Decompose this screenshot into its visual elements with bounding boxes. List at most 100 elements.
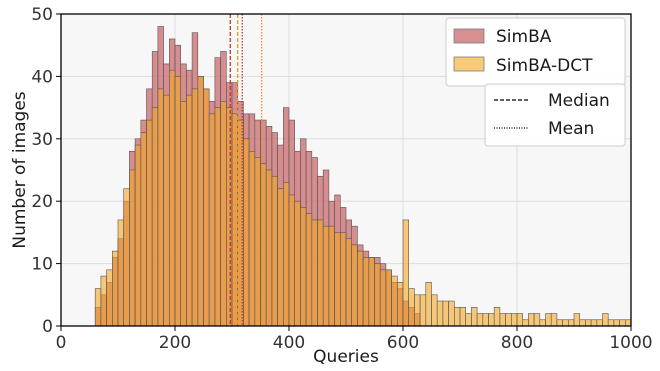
simba-dct-bar [300,207,307,327]
simba-dct-bar [573,313,580,327]
simba-dct-bar [328,225,335,327]
simba-dct-bar [550,313,558,327]
simba-dct-bar [288,194,295,327]
simba-dct-bar [237,119,244,327]
y-axis-label: Number of images [10,91,30,248]
simba-dct-bar [169,69,176,327]
simba-dct-bar [94,288,102,327]
series-legend: SimBA SimBA-DCT [445,17,626,87]
simba-dct-bar [345,238,352,327]
simba-dct-bar [522,319,529,327]
x-tick-label: 200 [159,333,191,353]
simba-dct-bar [203,88,210,327]
x-tick-label: 0 [56,333,67,353]
simba-dct-bar [539,319,546,327]
simba-dct-bar [362,257,370,327]
simba-dct-bar [465,313,472,327]
simba-dct-bar [613,319,620,327]
legend-swatch-simba [453,28,485,44]
stat-legend: Median Mean [484,83,626,147]
legend-label-simba: SimBA [496,27,552,47]
plot-frame [60,13,632,327]
simba-dct-bar [180,101,187,327]
simba-dct-bar [431,294,438,327]
simba-dct-bar [528,313,535,327]
legend-swatch-simba-dct [453,56,485,72]
simba-dct-bar [243,138,250,327]
simba-dct-bar [476,313,484,327]
legend-label-mean: Mean [548,119,594,139]
simba-dct-bar [265,169,273,327]
simba-dct-bar [271,175,278,327]
simba-dct-bar [186,94,193,327]
simba-dct-bar [374,263,381,327]
simba-dct-bar [585,319,592,327]
simba-dct-bar [453,306,461,327]
simba-dct-bar [339,232,347,327]
simba-dct-bar [596,319,603,327]
simba-dct-bar [391,275,398,327]
simba-dct-bar [379,269,387,327]
simba-dct-bar [425,282,432,327]
simba-dct-bar [248,150,256,327]
y-tick-label: 40 [31,67,53,87]
axis-ticks: 0 200 400 600 800 1000 0 10 20 30 40 50 [31,5,652,353]
simba-dct-bar [129,169,136,327]
simba-dct-bar [157,88,164,327]
simba-dct-bar [402,219,409,327]
x-tick-label: 800 [501,333,533,353]
simba-dct-bar [414,294,421,327]
simba-dct-bar [117,219,124,327]
legend-label-simba-dct: SimBA-DCT [496,56,593,76]
simba-dct-bar [567,319,575,327]
simba-dct-bar [505,313,512,327]
simba-dct-bar [510,313,518,327]
y-tick-label: 10 [31,255,53,275]
simba-dct-bar [607,319,615,327]
y-tick-label: 50 [31,5,53,25]
simba-dct-bar [322,225,330,327]
simba-dct-bar [191,88,199,327]
simba-dct-bar [448,300,455,327]
simba-dct-bar [545,313,552,327]
x-tick-label: 1000 [609,333,652,353]
simba-dct-bar [602,313,609,327]
simba-dct-bar [231,113,238,327]
simba-dct-bar [214,107,221,327]
simba-dct-bar [419,294,427,327]
simba-dct-bar [311,219,318,327]
simba-dct-bar [624,319,632,327]
simba-dct-bar [488,313,495,327]
legend-label-median: Median [548,91,610,111]
simba-dct-bar [482,313,489,327]
simba-dct-bar [220,101,227,327]
simba-dct-bar [499,313,506,327]
simba-dct-bar [208,113,216,327]
simba-dct-bar [493,306,501,327]
simba-dct-bar [134,144,142,327]
simba-dct-bar [294,200,301,327]
simba-dct-bar [471,306,478,327]
simba-dct-bar [163,94,170,327]
simba-dct-bar [197,76,204,327]
simba-dct-bar [385,269,392,327]
simba-dct-bar [106,269,113,327]
simba-dct-bar [556,319,563,327]
simba-dct-bar [151,107,159,327]
y-tick-label: 0 [42,317,53,337]
simba-dct-bar [590,319,598,327]
simba-dct-bar [123,188,130,327]
simba-dct-bar [579,319,586,327]
simba-dct-bar [516,313,523,327]
simba-dct-bar [305,213,313,327]
simba-dct-bar [619,319,626,327]
simba-dct-bar [100,275,107,327]
simba-dct-bar [317,219,324,327]
simba-dct-bar [351,244,358,327]
simba-dct-bar [112,250,119,327]
y-tick-label: 20 [31,192,53,212]
x-axis-label: Queries [313,347,379,367]
simba-dct-bar [174,76,181,327]
x-tick-label: 400 [273,333,305,353]
